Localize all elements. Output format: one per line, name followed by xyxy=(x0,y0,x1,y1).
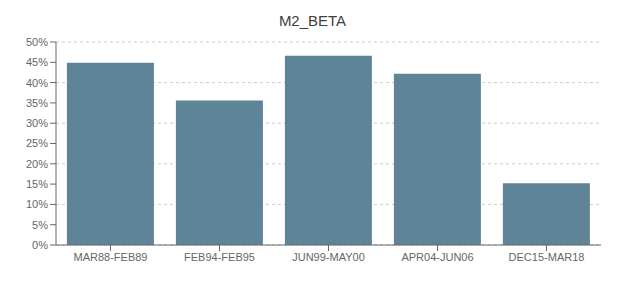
svg-text:10%: 10% xyxy=(26,198,48,210)
svg-text:25%: 25% xyxy=(26,137,48,149)
svg-text:5%: 5% xyxy=(32,219,48,231)
svg-text:50%: 50% xyxy=(26,36,48,48)
svg-text:JUN99-MAY00: JUN99-MAY00 xyxy=(292,251,365,263)
svg-text:15%: 15% xyxy=(26,178,48,190)
svg-text:MAR88-FEB89: MAR88-FEB89 xyxy=(74,251,148,263)
svg-text:40%: 40% xyxy=(26,77,48,89)
svg-text:0%: 0% xyxy=(32,239,48,251)
svg-text:DEC15-MAR18: DEC15-MAR18 xyxy=(509,251,585,263)
svg-text:20%: 20% xyxy=(26,158,48,170)
html-text:M2_BETA: M2_BETA xyxy=(278,12,347,29)
svg-text:30%: 30% xyxy=(26,117,48,129)
svg-text:APR04-JUN06: APR04-JUN06 xyxy=(401,251,473,263)
svg-text:FEB94-FEB95: FEB94-FEB95 xyxy=(184,251,255,263)
svg-text:45%: 45% xyxy=(26,56,48,68)
svg-text:35%: 35% xyxy=(26,97,48,109)
